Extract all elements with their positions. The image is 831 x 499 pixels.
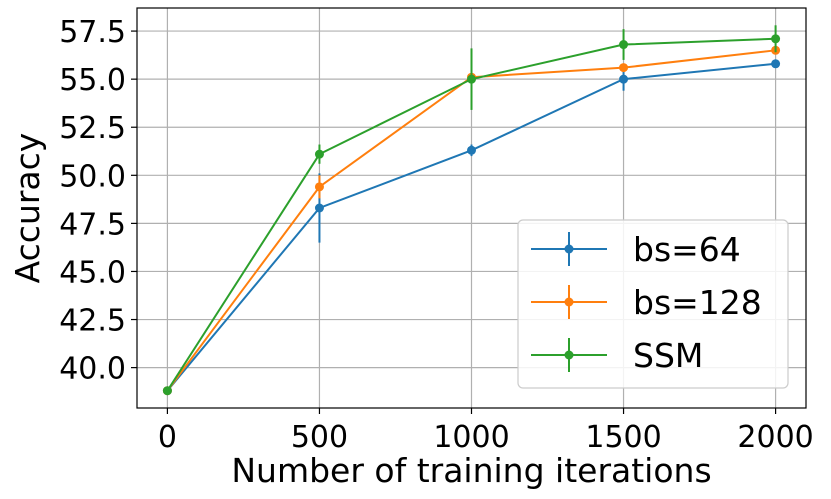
data-point bbox=[314, 149, 324, 159]
legend-label: bs=64 bbox=[633, 230, 741, 269]
legend-box bbox=[517, 219, 789, 389]
data-point bbox=[619, 63, 629, 73]
series-layer bbox=[162, 25, 781, 396]
x-axis-title: Number of training iterations bbox=[231, 451, 711, 490]
y-tick-label: 45.0 bbox=[59, 255, 126, 290]
legend-marker bbox=[564, 244, 574, 254]
legend-label: SSM bbox=[633, 336, 703, 375]
x-tick-label: 1500 bbox=[585, 420, 661, 455]
y-tick-label: 55.0 bbox=[59, 63, 126, 98]
data-point bbox=[467, 145, 476, 155]
x-tick-label: 2000 bbox=[737, 420, 813, 455]
series-2 bbox=[162, 25, 781, 396]
data-point bbox=[314, 182, 324, 192]
data-point bbox=[467, 74, 476, 84]
data-point bbox=[619, 74, 629, 84]
data-point bbox=[314, 203, 324, 213]
legend-entry: SSM bbox=[531, 336, 703, 375]
legend-label: bs=128 bbox=[633, 283, 762, 322]
legend-entry: bs=64 bbox=[531, 230, 741, 269]
y-tick-label: 47.5 bbox=[59, 207, 126, 242]
x-tick-label: 0 bbox=[158, 420, 177, 455]
series-0 bbox=[162, 59, 781, 396]
y-tick-label: 50.0 bbox=[59, 159, 126, 194]
y-tick-label: 57.5 bbox=[59, 15, 126, 50]
x-tick-label: 500 bbox=[291, 420, 348, 455]
legend-entry: bs=128 bbox=[531, 283, 762, 322]
legend-marker bbox=[564, 350, 574, 360]
legend-marker bbox=[564, 297, 574, 307]
data-point bbox=[771, 34, 781, 44]
y-tick-label: 52.5 bbox=[59, 111, 126, 146]
x-tick-label: 1000 bbox=[433, 420, 509, 455]
axis-ticks: 0 500 1000 1500 2000 40.0 42.5 45.0 47.5 50.0 52.5… bbox=[59, 15, 814, 455]
data-point bbox=[619, 40, 629, 50]
y-axis-title: Accuracy bbox=[8, 133, 47, 284]
legend: bs=64 bs=128 SSM bbox=[517, 219, 789, 389]
y-tick-label: 42.5 bbox=[59, 304, 126, 339]
data-point bbox=[771, 59, 781, 69]
data-point bbox=[162, 386, 172, 396]
y-tick-label: 40.0 bbox=[59, 352, 126, 387]
